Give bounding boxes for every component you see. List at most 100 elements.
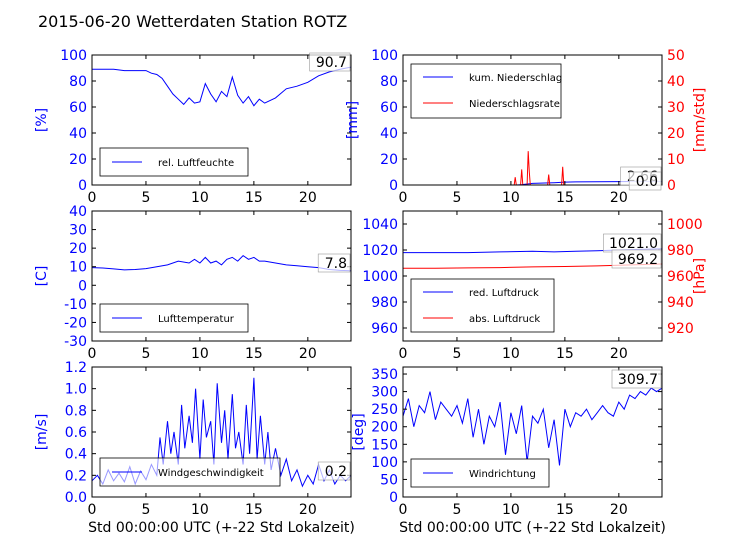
y-tick-label: 960 bbox=[371, 321, 398, 337]
y-tick-label: 1.2 bbox=[65, 360, 87, 376]
x-tick-label: 10 bbox=[502, 346, 520, 362]
y-axis-label: [m/s] bbox=[34, 414, 50, 451]
series-line-temperature-0 bbox=[92, 254, 351, 272]
x-tick-label: 15 bbox=[245, 346, 263, 362]
legend-box bbox=[410, 278, 555, 333]
y-tick-label: 0 bbox=[389, 490, 398, 506]
y-tick-label: 40 bbox=[380, 126, 398, 142]
x-tick-label: 5 bbox=[141, 502, 150, 518]
legend-entry: Windgeschwindigkeit bbox=[158, 468, 264, 479]
y-right-tick-label: 40 bbox=[667, 74, 685, 90]
y-right-tick-label: 1000 bbox=[667, 217, 703, 233]
latest-value-label-2-box bbox=[628, 171, 662, 191]
x-tick-label: 0 bbox=[88, 346, 97, 362]
series-line-wind-direction-0 bbox=[403, 387, 662, 466]
y-right-tick-label: 50 bbox=[667, 48, 685, 64]
y-tick-label: 1020 bbox=[362, 243, 398, 259]
latest-value-label: 1021.0 bbox=[609, 236, 658, 252]
latest-value-label: 309.7 bbox=[618, 372, 658, 388]
panel-wind-speed: 0 5 10 15 20 0.0 0.2 0.4 0.6 0.8 1.0 1.2 [m/s] Std 00… bbox=[34, 360, 355, 536]
figure-title: 2015-06-20 Wetterdaten Station ROTZ bbox=[38, 12, 347, 31]
x-tick-label: 5 bbox=[452, 346, 461, 362]
y-tick-label: 60 bbox=[69, 100, 87, 116]
legend-entry: Windrichtung bbox=[469, 469, 536, 480]
legend-entry: red. Luftdruck bbox=[469, 288, 539, 299]
x-tick-label: 20 bbox=[610, 346, 628, 362]
y-tick-label: 1000 bbox=[362, 269, 398, 285]
y-right-tick-label: 960 bbox=[667, 269, 694, 285]
legend-entry: rel. Luftfeuchte bbox=[158, 158, 234, 169]
latest-value-label-2-box bbox=[611, 249, 662, 269]
legend-entry: kum. Niederschlag bbox=[469, 73, 562, 84]
series-line-precip-1 bbox=[403, 151, 662, 185]
y-axis-label: [deg] bbox=[351, 413, 367, 450]
legend-entry: Niederschlagsrate bbox=[469, 99, 560, 110]
series-line-humidity-0 bbox=[92, 66, 351, 107]
y-axis-label: [mm] bbox=[345, 101, 361, 139]
x-tick-label: 15 bbox=[245, 502, 263, 518]
y-tick-label: 1.0 bbox=[65, 382, 87, 398]
y-tick-label: 20 bbox=[380, 152, 398, 168]
x-tick-label: 15 bbox=[556, 346, 574, 362]
y-tick-label: -10 bbox=[64, 297, 87, 313]
x-axis-label: Std 00:00:00 UTC (+-22 Std Lokalzeit) bbox=[88, 520, 355, 536]
latest-value-label-2: 0.0 bbox=[636, 174, 658, 190]
y-tick-label: 60 bbox=[380, 100, 398, 116]
y-tick-label: 0.0 bbox=[65, 490, 87, 506]
y-right-tick-label: 0 bbox=[667, 178, 676, 194]
panel-pressure: 0 5 10 15 20 960 980 1000 1020 1040 920 940 960 980 10… bbox=[362, 210, 708, 362]
panel-humidity: 0 5 10 15 20 0 20 40 60 80 100 [%] rel. Luftfeuchte 9… bbox=[34, 48, 352, 206]
latest-value-label-box bbox=[317, 253, 351, 273]
latest-value-label-box bbox=[611, 369, 662, 389]
y-tick-label: 150 bbox=[371, 437, 398, 453]
x-tick-label: 10 bbox=[502, 190, 520, 206]
y-tick-label: 0 bbox=[78, 278, 87, 294]
latest-value-label: 7.8 bbox=[325, 256, 347, 272]
latest-value-label: 0.2 bbox=[325, 464, 347, 480]
panel-temperature: 0 5 10 15 20 -30 -20 -10 0 10 20 30 40 [C] Lufttempera… bbox=[34, 204, 352, 362]
y-tick-label: 30 bbox=[69, 223, 87, 239]
y-tick-label: 0.2 bbox=[65, 468, 87, 484]
x-tick-label: 5 bbox=[141, 346, 150, 362]
plot-frame bbox=[402, 366, 663, 498]
plot-frame bbox=[91, 210, 352, 342]
y-tick-label: 0.4 bbox=[65, 447, 87, 463]
x-tick-label: 0 bbox=[399, 502, 408, 518]
x-tick-label: 5 bbox=[452, 502, 461, 518]
x-tick-label: 20 bbox=[299, 502, 317, 518]
x-tick-label: 15 bbox=[556, 502, 574, 518]
x-tick-label: 0 bbox=[399, 346, 408, 362]
y-tick-label: 100 bbox=[371, 48, 398, 64]
latest-value-label-box bbox=[309, 52, 351, 72]
y-tick-label: 10 bbox=[69, 260, 87, 276]
y-tick-label: 80 bbox=[380, 74, 398, 90]
y-right-tick-label: 20 bbox=[667, 126, 685, 142]
y-tick-label: 200 bbox=[371, 420, 398, 436]
legend-entry: abs. Luftdruck bbox=[469, 314, 540, 325]
x-tick-label: 10 bbox=[191, 346, 209, 362]
plot-frame bbox=[402, 54, 663, 186]
y-right-tick-label: 920 bbox=[667, 321, 694, 337]
latest-value-label: 90.7 bbox=[316, 55, 347, 71]
y-tick-label: 100 bbox=[60, 48, 87, 64]
y-tick-label: 50 bbox=[380, 472, 398, 488]
y-right-axis-label: [mm/std] bbox=[692, 88, 708, 153]
y-tick-label: 300 bbox=[371, 385, 398, 401]
x-tick-label: 20 bbox=[610, 190, 628, 206]
y-right-tick-label: 10 bbox=[667, 152, 685, 168]
x-tick-label: 10 bbox=[191, 502, 209, 518]
x-tick-label: 20 bbox=[299, 190, 317, 206]
x-tick-label: 10 bbox=[191, 190, 209, 206]
x-tick-label: 15 bbox=[556, 190, 574, 206]
y-right-tick-label: 940 bbox=[667, 295, 694, 311]
x-tick-label: 0 bbox=[88, 502, 97, 518]
y-tick-label: -30 bbox=[64, 334, 87, 350]
y-tick-label: 20 bbox=[69, 152, 87, 168]
y-tick-label: -20 bbox=[64, 315, 87, 331]
latest-value-label-box bbox=[317, 461, 351, 481]
y-tick-label: 40 bbox=[69, 204, 87, 220]
x-tick-label: 5 bbox=[141, 190, 150, 206]
x-tick-label: 0 bbox=[399, 190, 408, 206]
